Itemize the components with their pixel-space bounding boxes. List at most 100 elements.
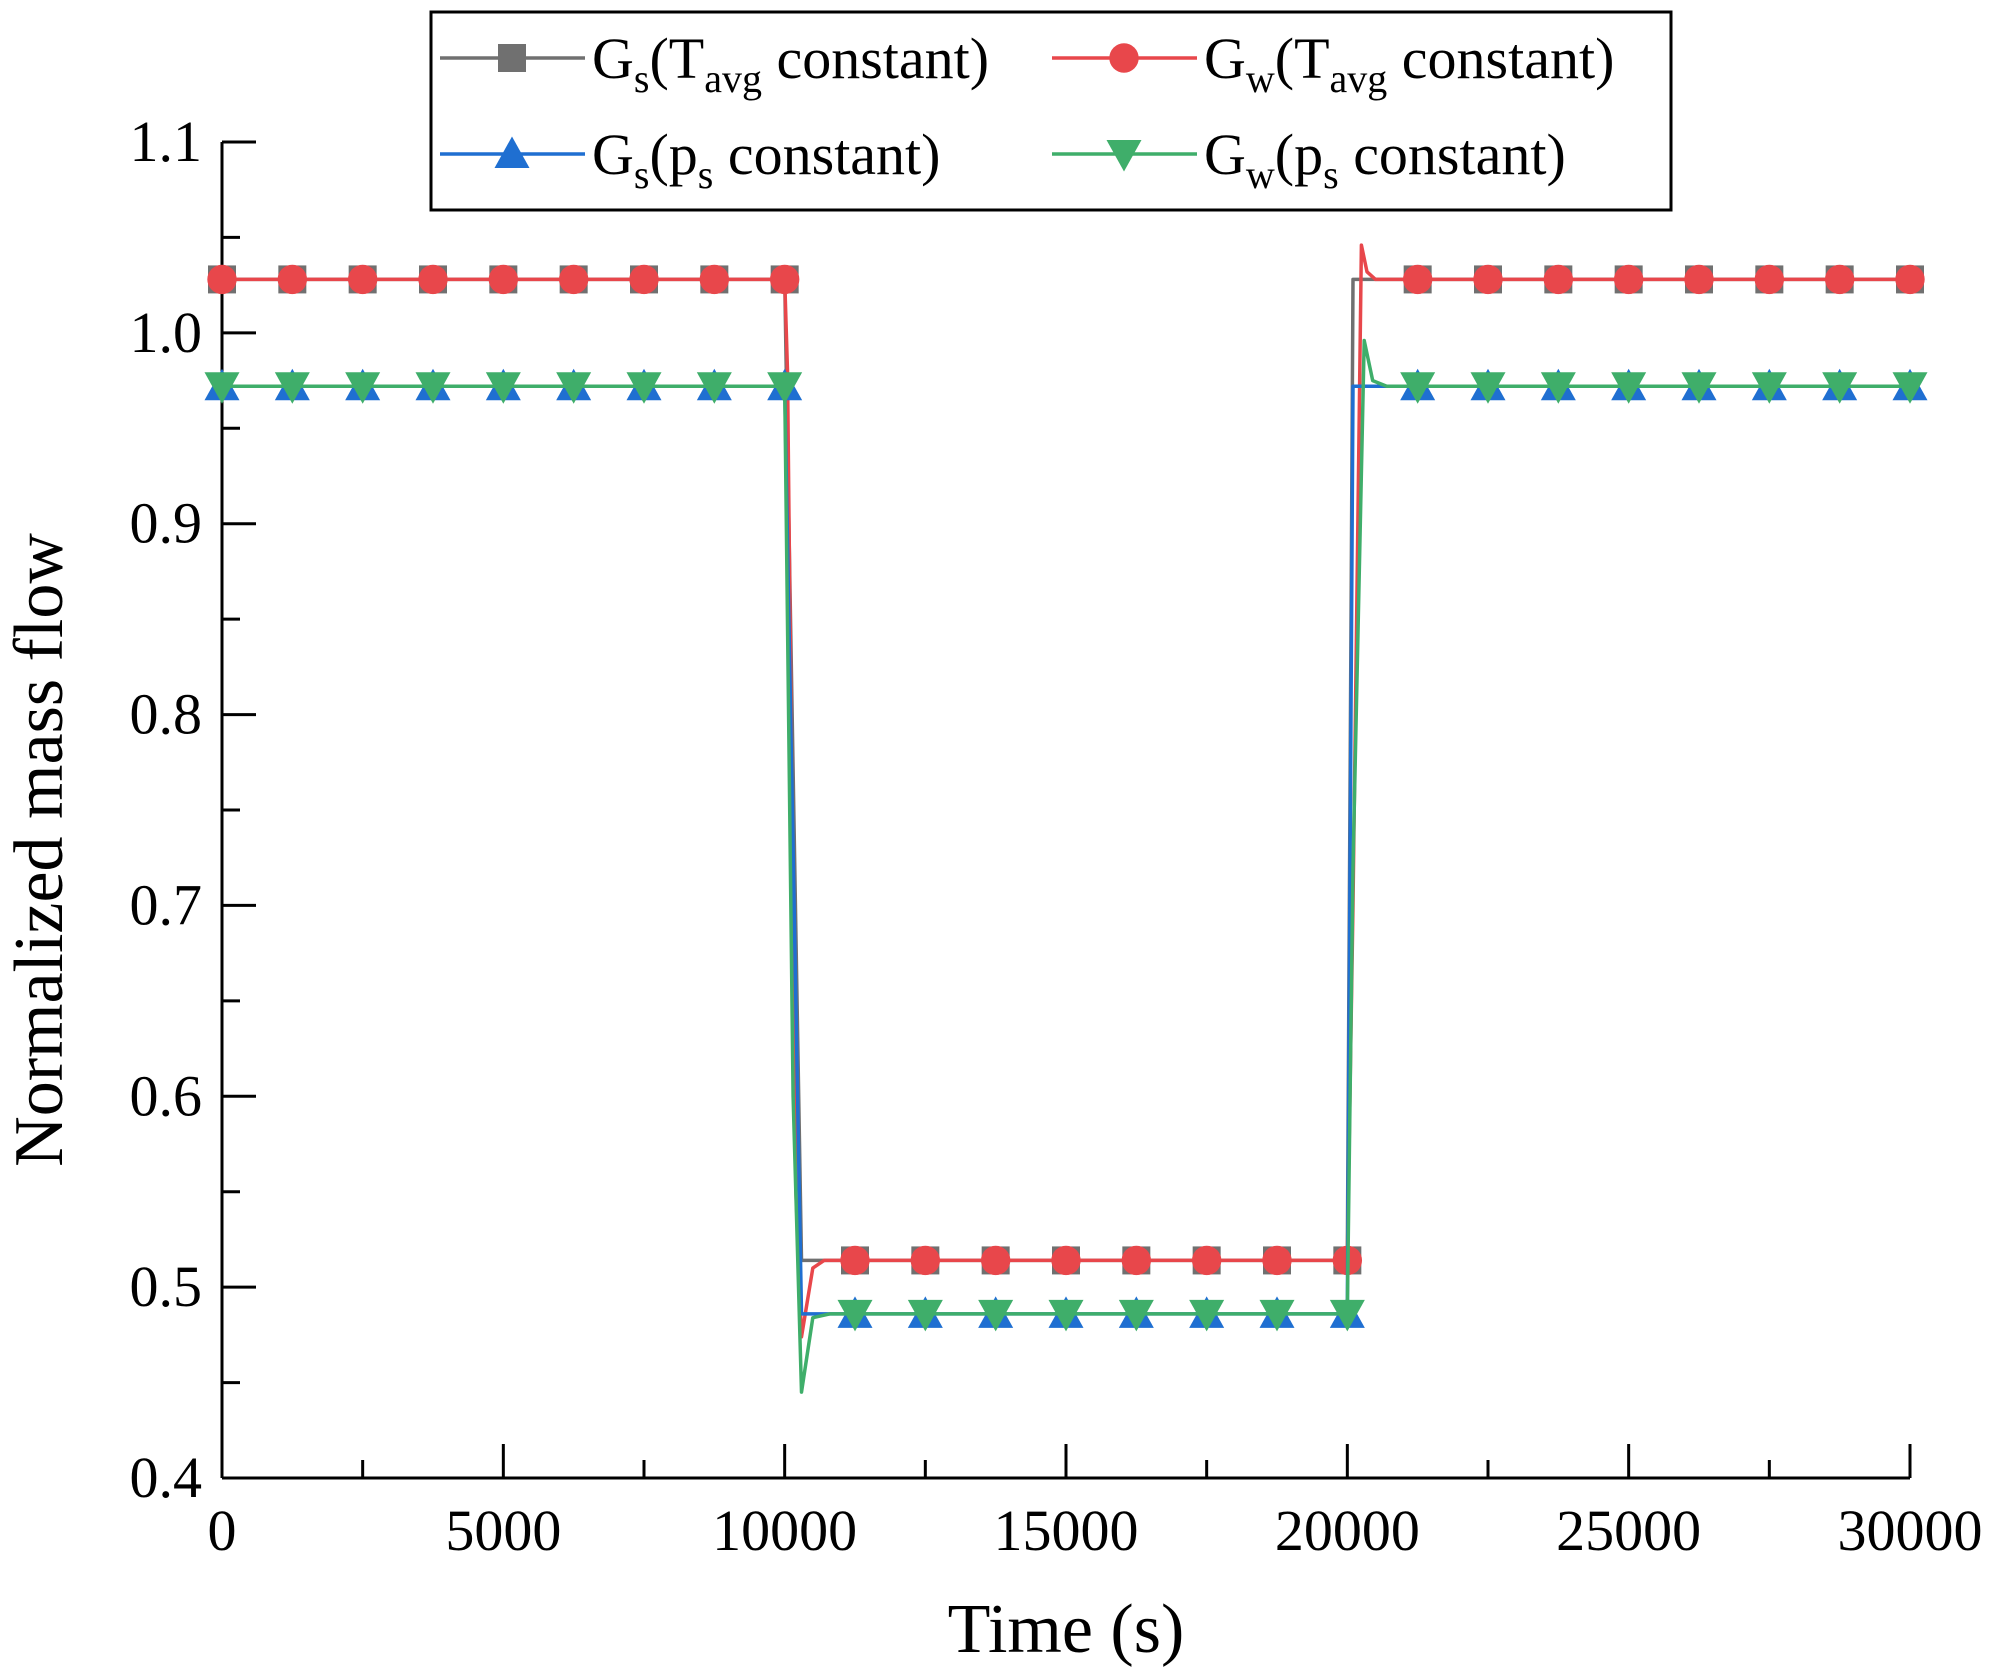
x-tick-label: 30000 (1838, 1498, 1983, 1563)
data-point (1611, 372, 1647, 404)
data-point (558, 264, 589, 295)
series-3 (204, 368, 1928, 1328)
data-point (1473, 264, 1503, 295)
y-tick-label: 1.0 (130, 300, 203, 365)
legend-subscript: s (698, 152, 714, 197)
data-point (910, 1245, 941, 1276)
y-tick-label: 0.9 (130, 491, 203, 556)
data-point (418, 264, 448, 295)
y-axis-title: Normalized mass flow (1, 533, 78, 1167)
y-tick-label: 0.6 (130, 1063, 203, 1128)
y-tick-label: 0.5 (130, 1254, 203, 1319)
x-tick-label: 15000 (994, 1498, 1139, 1563)
data-point (1121, 1245, 1152, 1276)
series-1 (208, 265, 1924, 1275)
legend-text-part: constant) (1387, 26, 1614, 91)
x-tick-label: 10000 (712, 1498, 857, 1563)
data-point (1822, 372, 1858, 404)
x-axis-title: Time (s) (948, 1591, 1185, 1668)
data-point (204, 372, 240, 404)
data-point (1540, 372, 1576, 404)
legend-swatch-marker (498, 44, 526, 72)
x-tick-label: 25000 (1556, 1498, 1701, 1563)
data-point (837, 1299, 873, 1332)
data-point (485, 372, 521, 404)
data-point (1051, 1245, 1081, 1276)
data-point (840, 1245, 870, 1276)
legend-subscript: s (634, 152, 650, 197)
data-point (1329, 1299, 1365, 1332)
data-point (626, 372, 662, 404)
data-point (1613, 264, 1644, 295)
axes: 0 5000 10000 15000 20000 25000 30000 0.4 0.5 0.6 0… (130, 109, 1983, 1563)
legend-subscript: s (634, 56, 650, 101)
data-point (207, 264, 237, 295)
data-point (488, 264, 519, 295)
data-point (699, 264, 730, 295)
data-point (1262, 1245, 1292, 1276)
legend-subscript: w (1246, 56, 1275, 101)
legend: Gs(Tavg constant) Gw(Tavg constant)Gs(ps … (429, 10, 1673, 212)
legend-label: Gw(Tavg constant) (1204, 26, 1614, 101)
legend-entry: Gs(Tavg constant) (440, 26, 989, 101)
legend-entry: Gs(ps constant) (440, 122, 940, 197)
series-4 (204, 338, 1928, 1394)
legend-box (429, 10, 1673, 212)
y-tick-label: 0.4 (130, 1445, 203, 1510)
legend-entry: Gw(ps constant) (1052, 122, 1566, 197)
legend-subscript: s (1323, 152, 1339, 197)
data-point (1048, 1299, 1084, 1332)
series-layer (204, 243, 1928, 1394)
data-point (1684, 264, 1714, 295)
legend-text-part: G (592, 122, 634, 187)
data-point (1189, 1299, 1225, 1332)
y-tick-label: 0.7 (130, 872, 203, 937)
legend-label: Gs(ps constant) (592, 122, 940, 197)
data-point (1543, 264, 1574, 295)
legend-subscript: avg (1330, 56, 1388, 101)
data-point (1754, 264, 1785, 295)
legend-text-part: G (592, 26, 634, 91)
legend-text-part: G (1204, 122, 1246, 187)
data-point (980, 1245, 1011, 1276)
legend-swatch-marker (1109, 43, 1139, 73)
legend-entry: Gw(Tavg constant) (1052, 26, 1614, 101)
legend-subscript: w (1246, 152, 1275, 197)
data-point (1191, 1245, 1222, 1276)
x-tick-label: 5000 (445, 1498, 561, 1563)
data-point (1400, 372, 1436, 404)
data-point (345, 372, 381, 404)
data-point (415, 372, 451, 404)
data-point (696, 372, 732, 404)
data-point (1892, 372, 1928, 404)
data-point (1118, 1299, 1154, 1332)
series-line (222, 384, 1910, 1316)
data-point (1259, 1299, 1295, 1332)
data-point (274, 372, 310, 404)
data-point (629, 264, 659, 295)
legend-text-part: G (1204, 26, 1246, 91)
data-point (1681, 372, 1717, 404)
legend-text-part: constant) (713, 122, 940, 187)
legend-text-part: constant) (1339, 122, 1566, 187)
legend-text-part: (p (649, 122, 697, 187)
legend-text-part: (T (1275, 26, 1330, 91)
x-tick-label: 0 (208, 1498, 237, 1563)
data-point (978, 1299, 1014, 1332)
legend-subscript: avg (704, 56, 762, 101)
x-tick-label: 20000 (1275, 1498, 1420, 1563)
data-point (769, 264, 800, 295)
legend-text-part: constant) (762, 26, 989, 91)
legend-text-part: (p (1275, 122, 1323, 187)
legend-swatch-marker (494, 136, 530, 168)
data-point (1470, 372, 1506, 404)
legend-label: Gs(Tavg constant) (592, 26, 989, 101)
y-tick-label: 1.1 (130, 109, 203, 174)
data-point (1402, 264, 1433, 295)
legend-text-part: (T (649, 26, 704, 91)
series-line (222, 243, 1910, 1339)
data-point (556, 372, 592, 404)
y-tick-label: 0.8 (130, 682, 203, 747)
data-point (277, 264, 308, 295)
